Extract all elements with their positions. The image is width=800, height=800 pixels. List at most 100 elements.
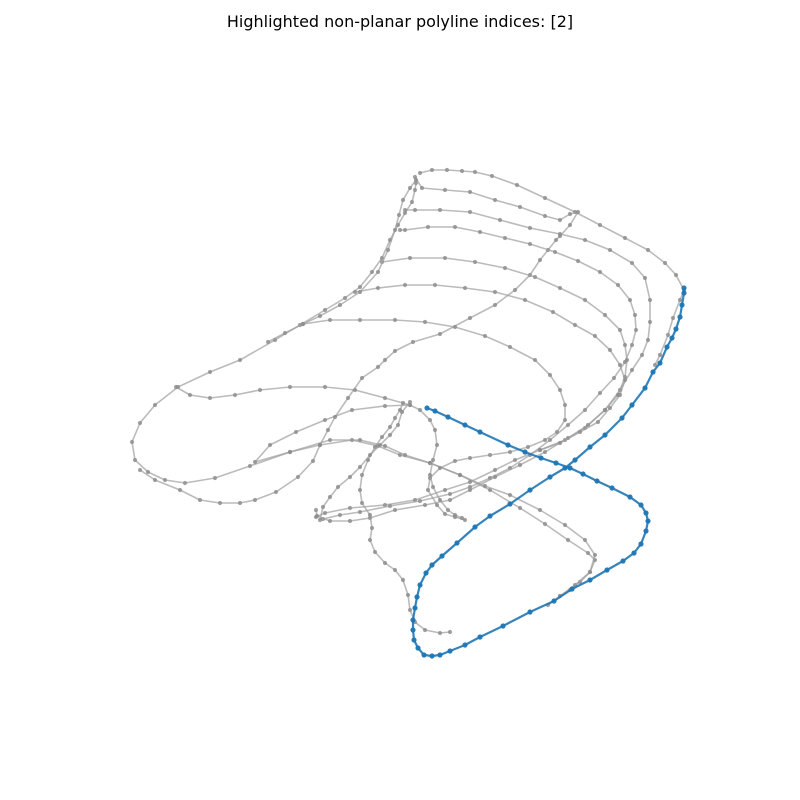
vertex-marker-2-6 (522, 449, 528, 455)
vertex-marker-2-24 (551, 598, 557, 604)
vertex-marker-12-16 (400, 577, 406, 583)
vertex-marker-9-19 (452, 458, 458, 464)
vertex-marker-13-1 (399, 409, 405, 415)
vertex-marker-11-0 (265, 339, 271, 345)
vertex-marker-2-43 (454, 540, 460, 546)
vertex-marker-2-12 (609, 485, 615, 491)
vertex-marker-3-10 (622, 235, 628, 241)
vertex-marker-5-4 (497, 217, 503, 223)
vertex-marker-2-62 (679, 302, 685, 308)
vertex-marker-7-15 (585, 422, 591, 428)
vertex-marker-7-14 (602, 407, 608, 413)
vertex-marker-5-10 (642, 275, 648, 281)
vertex-marker-8-10 (607, 347, 613, 353)
vertex-marker-2-35 (410, 627, 416, 633)
vertex-marker-8-11 (617, 362, 623, 368)
vertex-marker-7-2 (442, 255, 448, 261)
vertex-marker-6-2 (425, 224, 431, 230)
vertex-marker-5-24 (442, 487, 448, 493)
vertex-marker-2-33 (415, 645, 421, 651)
vertex-marker-12-14 (382, 560, 388, 566)
vertex-marker-5-14 (639, 352, 645, 358)
vertex-marker-1-1 (382, 403, 388, 409)
vertex-marker-1-11 (402, 452, 408, 458)
vertex-marker-13-0 (407, 399, 413, 405)
vertex-marker-6-18 (582, 407, 588, 413)
vertex-marker-4-34 (217, 500, 223, 506)
vertex-marker-7-5 (532, 274, 538, 280)
vertex-marker-6-3 (452, 224, 458, 230)
vertex-marker-6-9 (597, 269, 603, 275)
vertex-marker-13-9 (327, 494, 333, 500)
vertex-marker-10-4 (257, 387, 263, 393)
vertex-marker-1-20 (587, 569, 593, 575)
vertex-marker-7-10 (622, 342, 628, 348)
vertex-marker-12-15 (392, 567, 398, 573)
vertex-marker-1-17 (562, 522, 568, 528)
vertex-marker-2-13 (627, 494, 633, 500)
vertex-marker-1-10 (382, 443, 388, 449)
vertex-marker-5-0 (402, 207, 408, 213)
vertex-marker-9-2 (357, 317, 363, 323)
vertex-marker-5-9 (629, 260, 635, 266)
vertex-marker-2-59 (669, 335, 675, 341)
vertex-marker-11-8 (392, 227, 398, 233)
vertex-marker-13-10 (320, 504, 326, 510)
vertex-marker-4-37 (152, 477, 158, 483)
vertex-marker-0-33 (517, 505, 523, 511)
vertex-marker-9-8 (532, 357, 538, 363)
vertex-marker-0-23 (212, 475, 218, 481)
vertex-marker-9-17 (487, 452, 493, 458)
vertex-marker-2-39 (417, 582, 423, 588)
vertex-marker-5-21 (512, 457, 518, 463)
vertex-marker-2-57 (657, 360, 663, 366)
vertex-marker-2-5 (505, 442, 511, 448)
vertex-marker-2-31 (429, 653, 435, 659)
vertex-marker-2-18 (638, 541, 644, 547)
vertex-marker-10-16 (430, 484, 436, 490)
vertex-marker-4-33 (237, 500, 243, 506)
vertex-marker-0-14 (207, 369, 213, 375)
vertex-marker-4-30 (295, 474, 301, 480)
vertex-marker-5-27 (347, 505, 353, 511)
vertex-marker-3-2 (444, 167, 450, 173)
polyline-path-4 (139, 176, 579, 504)
vertex-marker-8-0 (352, 289, 358, 295)
vertex-marker-6-28 (357, 509, 363, 515)
vertex-marker-1-14 (482, 483, 488, 489)
vertex-marker-9-14 (542, 437, 548, 443)
vertex-marker-4-28 (317, 442, 323, 448)
vertex-marker-8-6 (522, 297, 528, 303)
vertex-marker-9-26 (462, 517, 468, 523)
vertex-marker-12-17 (405, 592, 411, 598)
vertex-marker-12-3 (387, 424, 393, 430)
vertex-marker-2-26 (500, 623, 506, 629)
vertex-marker-2-0 (424, 405, 430, 411)
vertex-marker-9-9 (547, 372, 553, 378)
vertex-marker-2-36 (410, 617, 416, 623)
vertex-marker-12-9 (359, 500, 365, 506)
vertex-marker-2-21 (604, 567, 610, 573)
vertex-marker-4-21 (392, 348, 398, 354)
vertex-marker-10-1 (187, 392, 193, 398)
vertex-marker-7-11 (624, 357, 630, 363)
vertex-marker-10-20 (459, 515, 465, 521)
vertex-marker-3-12 (662, 260, 668, 266)
vertex-marker-6-24 (467, 484, 473, 490)
vertex-marker-9-20 (437, 465, 443, 471)
vertex-marker-11-9 (396, 212, 402, 218)
vertex-marker-2-15 (643, 510, 649, 516)
vertex-marker-3-1 (429, 167, 435, 173)
vertex-marker-2-34 (411, 637, 417, 643)
vertex-marker-6-20 (547, 437, 553, 443)
vertex-marker-2-23 (569, 586, 575, 592)
vertex-marker-2-52 (602, 432, 608, 438)
polyline-13 (317, 399, 413, 523)
vertex-marker-5-13 (645, 337, 651, 343)
vertex-marker-4-36 (177, 487, 183, 493)
vertex-marker-2-63 (681, 290, 687, 296)
vertex-marker-3-11 (645, 247, 651, 253)
vertex-marker-7-9 (617, 327, 623, 333)
vertex-marker-5-1 (412, 207, 418, 213)
